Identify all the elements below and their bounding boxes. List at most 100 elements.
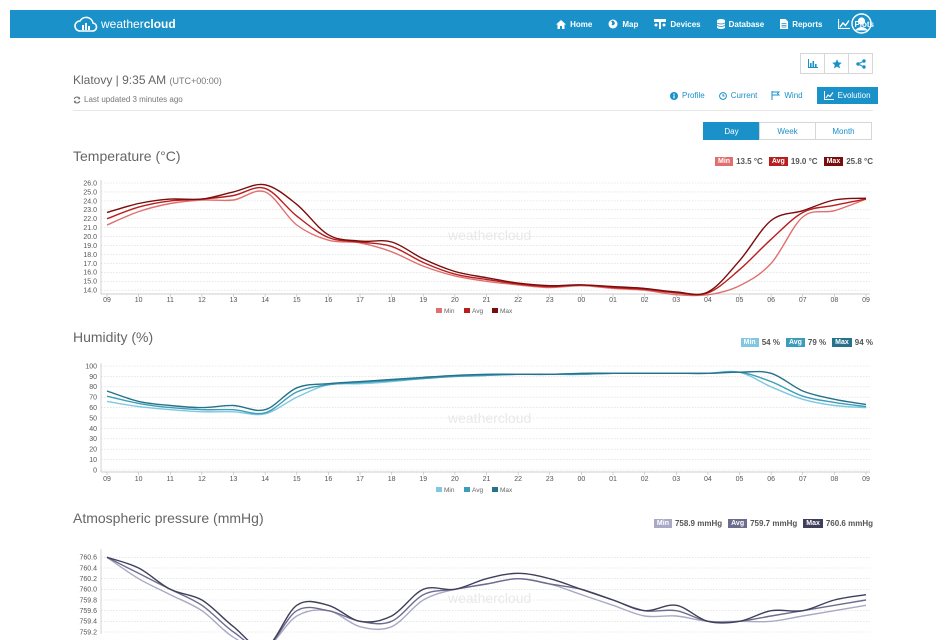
- stats-button[interactable]: [800, 53, 825, 74]
- y-tick-label: 16.0: [83, 270, 97, 277]
- legend-label: Avg: [472, 487, 483, 494]
- nav-home[interactable]: Home: [556, 19, 592, 29]
- x-tick-label: 15: [293, 297, 301, 304]
- period-month[interactable]: Month: [815, 122, 872, 140]
- temp-avg-badge: Avg: [768, 157, 788, 166]
- legend-swatch: [492, 308, 498, 313]
- tab-current[interactable]: Current: [718, 91, 758, 100]
- y-tick-label: 10: [89, 457, 97, 464]
- x-tick-label: 11: [167, 476, 174, 483]
- x-tick-label: 09: [862, 476, 870, 483]
- x-tick-label: 02: [641, 476, 649, 483]
- y-tick-label: 90: [89, 374, 97, 381]
- header-divider: [73, 110, 873, 111]
- x-tick-label: 01: [609, 297, 617, 304]
- series-line-max: [106, 556, 867, 640]
- x-tick-label: 19: [419, 297, 427, 304]
- y-tick-label: 30: [89, 436, 97, 443]
- pres-min-badge: Min: [653, 519, 672, 528]
- x-tick-label: 05: [736, 297, 744, 304]
- nav-plots[interactable]: Plots: [838, 19, 874, 29]
- temperature-chart[interactable]: weathercloud 14.0 15.0 16.0 17.0 18.0 19.0 20.0…: [0, 172, 946, 320]
- x-tick-label: 00: [577, 476, 585, 483]
- x-tick-label: 08: [830, 297, 838, 304]
- view-tabs: Profile Current Wind Evolution: [670, 87, 878, 104]
- period-tabs: Day Week Month: [703, 122, 872, 140]
- hum-max-value: 94 %: [854, 338, 873, 347]
- tab-current-label: Current: [730, 91, 758, 100]
- tab-profile-label: Profile: [682, 91, 705, 100]
- x-tick-label: 04: [704, 476, 712, 483]
- y-tick-label: 25.0: [83, 189, 97, 196]
- x-tick-label: 06: [767, 297, 775, 304]
- pressure-chart[interactable]: weathercloud 760.6 760.4 760.2 760.0 759.8 759…: [0, 548, 946, 640]
- y-tick-label: 17.0: [83, 261, 97, 268]
- x-tick-label: 09: [862, 297, 870, 304]
- nav-database[interactable]: Database: [716, 19, 764, 29]
- y-tick-label: 50: [89, 415, 97, 422]
- y-tick-label: 20: [89, 447, 97, 454]
- nav-reports[interactable]: Reports: [780, 19, 822, 29]
- temperature-title: Temperature (°C): [73, 148, 181, 164]
- temp-min-value: 13.5 °C: [736, 157, 763, 166]
- x-tick-label: 09: [103, 476, 111, 483]
- x-tick-label: 11: [167, 297, 174, 304]
- period-week[interactable]: Week: [759, 122, 816, 140]
- legend-swatch: [492, 487, 498, 492]
- temperature-summary: Min 13.5 °C Avg 19.0 °C Max 25.8 °C: [709, 157, 873, 166]
- nav-reports-label: Reports: [792, 19, 823, 29]
- x-tick-label: 14: [261, 297, 269, 304]
- line-chart-icon: [823, 91, 834, 100]
- pres-max-badge: Max: [803, 519, 823, 528]
- last-updated: Last updated 3 minutes ago: [73, 95, 183, 104]
- nav-devices[interactable]: Devices: [654, 19, 701, 29]
- tab-evolution[interactable]: Evolution: [816, 87, 878, 104]
- y-tick-label: 40: [89, 426, 97, 433]
- x-tick-label: 03: [672, 476, 680, 483]
- legend-swatch: [436, 308, 442, 313]
- globe-icon: [608, 19, 618, 29]
- y-tick-label: 23.0: [83, 207, 97, 214]
- hum-max-badge: Max: [832, 338, 852, 347]
- legend-label: Avg: [472, 308, 483, 315]
- x-tick-label: 18: [388, 476, 396, 483]
- legend-swatch: [464, 308, 470, 313]
- x-tick-label: 10: [135, 476, 143, 483]
- station-timezone: (UTC+00:00): [169, 76, 222, 86]
- x-tick-label: 10: [135, 297, 143, 304]
- y-tick-label: 14.0: [83, 288, 97, 295]
- share-button[interactable]: [848, 53, 873, 74]
- weathercloud-logo[interactable]: weathercloud: [74, 13, 176, 35]
- favorite-button[interactable]: [824, 53, 849, 74]
- tab-profile[interactable]: Profile: [670, 91, 705, 100]
- bar-chart-icon: [807, 59, 818, 68]
- legend-label: Max: [500, 487, 513, 494]
- x-tick-label: 22: [514, 297, 522, 304]
- series-line-max: [106, 370, 867, 412]
- x-tick-label: 05: [736, 476, 744, 483]
- user-avatar-icon[interactable]: [851, 13, 872, 34]
- series-line-min: [106, 190, 867, 297]
- y-tick-label: 22.0: [83, 216, 97, 223]
- cloud-logo-icon: [74, 16, 98, 32]
- last-updated-text: Last updated 3 minutes ago: [84, 95, 183, 104]
- y-tick-label: 100: [85, 363, 97, 370]
- x-tick-label: 00: [577, 297, 585, 304]
- temp-min-badge: Min: [715, 157, 734, 166]
- y-tick-label: 760.4: [79, 565, 97, 572]
- period-day[interactable]: Day: [703, 122, 760, 140]
- y-tick-label: 24.0: [83, 198, 97, 205]
- home-icon: [556, 19, 567, 29]
- y-tick-label: 18.0: [83, 252, 97, 259]
- y-tick-label: 759.6: [79, 608, 97, 615]
- y-tick-label: 20.0: [83, 234, 97, 241]
- x-tick-label: 09: [103, 297, 111, 304]
- pres-avg-value: 759.7 mmHg: [750, 519, 798, 528]
- nav-map[interactable]: Map: [608, 19, 638, 29]
- legend-swatch: [436, 487, 442, 492]
- tab-wind[interactable]: Wind: [771, 91, 803, 100]
- hum-min-value: 54 %: [761, 338, 780, 347]
- clock-icon: [718, 91, 727, 100]
- main-nav: Home Map Devices Database Reports Plots: [540, 10, 874, 38]
